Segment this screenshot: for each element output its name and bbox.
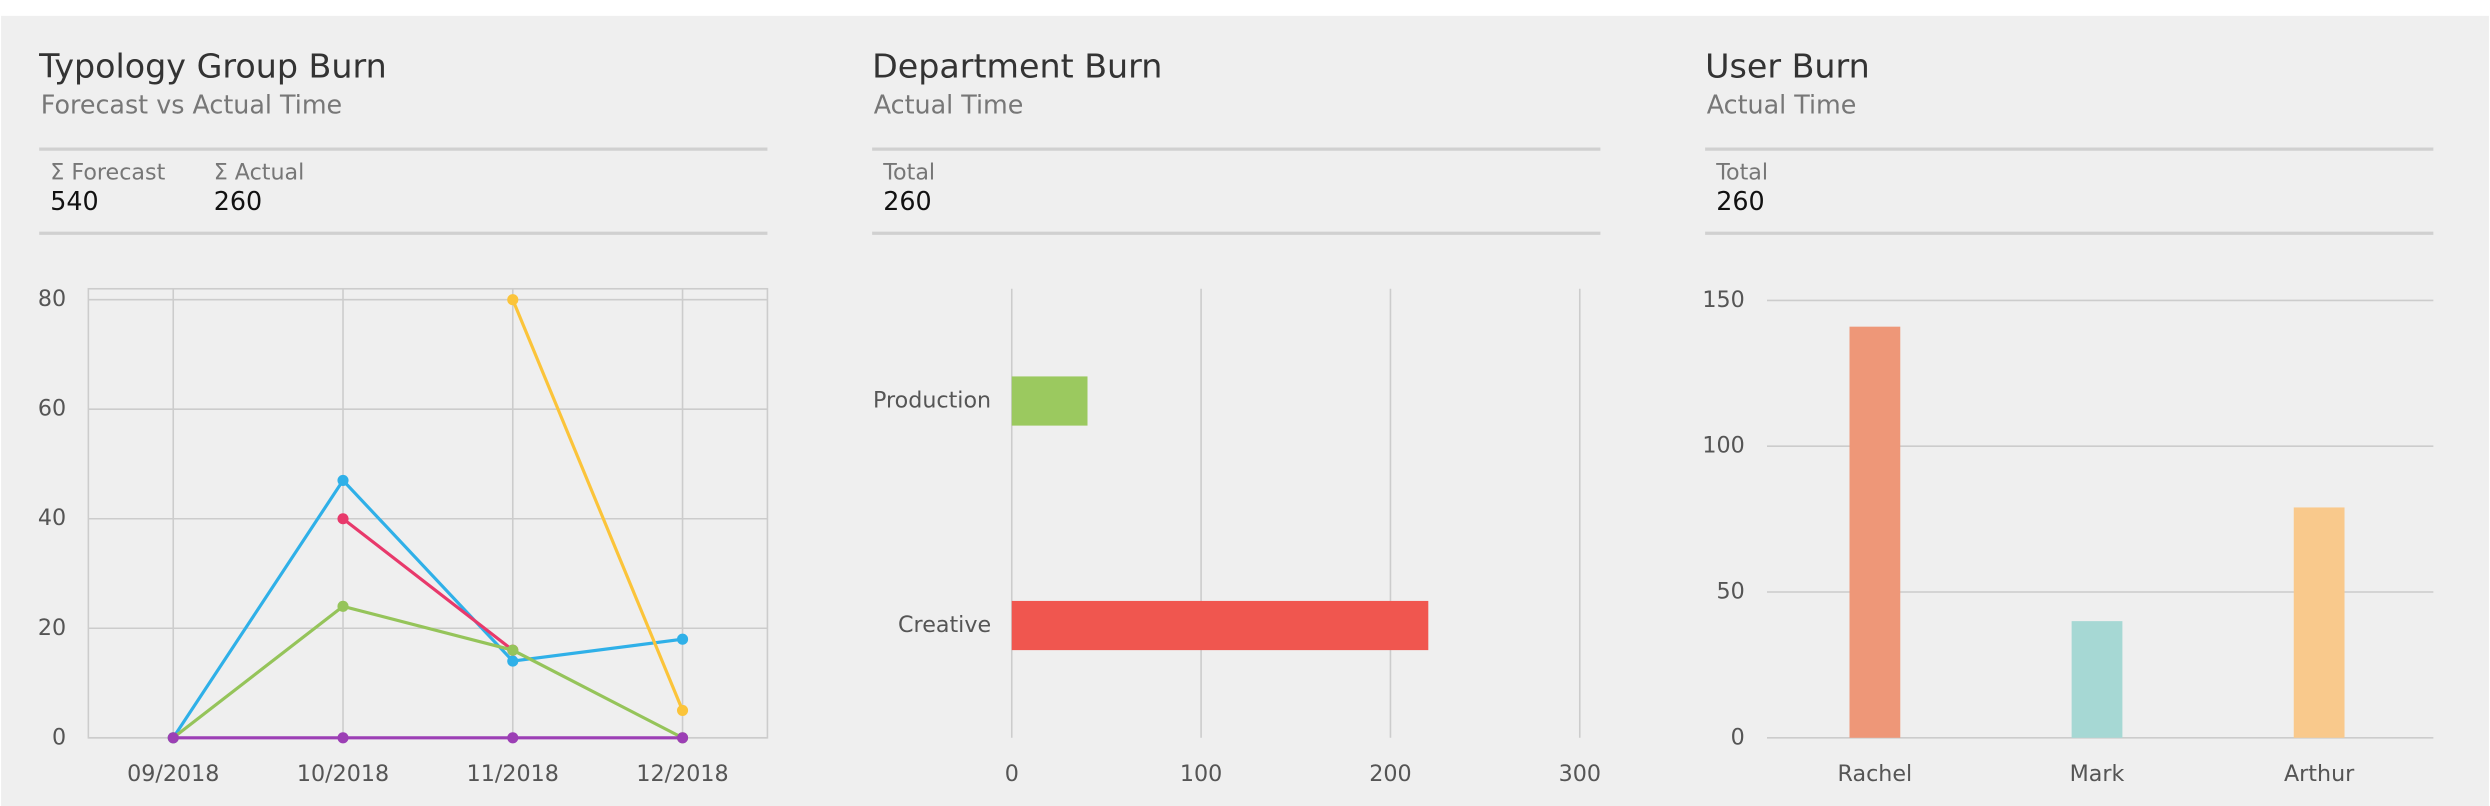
data-point — [676, 633, 689, 645]
y-tick-label: Creative — [898, 612, 991, 638]
x-tick-label: 100 — [1180, 761, 1222, 787]
x-tick-label: 11/2018 — [467, 761, 559, 787]
panel-title: Typology Group Burn — [38, 47, 387, 86]
panel-subtitle: Actual Time — [874, 89, 1024, 119]
panel-title: User Burn — [1705, 47, 1870, 86]
data-point — [337, 600, 349, 612]
data-point — [507, 644, 519, 656]
x-tick-label: Mark — [2070, 761, 2125, 787]
series-line — [342, 517, 514, 652]
y-tick-label: 50 — [1717, 578, 1745, 604]
x-tick-label: Arthur — [2284, 761, 2355, 787]
data-point — [337, 513, 349, 525]
x-tick-label: 12/2018 — [636, 761, 728, 787]
x-tick-label: 0 — [1005, 761, 1019, 787]
stat-label: Σ Forecast — [50, 159, 165, 185]
panel-subtitle: Actual Time — [1707, 89, 1857, 119]
bar — [2293, 507, 2345, 738]
stat-label: Total — [882, 159, 935, 185]
series-line — [511, 299, 685, 712]
data-point — [167, 732, 179, 744]
stat-label: Total — [1715, 159, 1768, 185]
bar — [1011, 600, 1429, 651]
stat-value: 540 — [50, 186, 98, 216]
y-tick-label: 150 — [1702, 287, 1744, 313]
series-line — [171, 477, 683, 739]
panel-title: Department Burn — [872, 47, 1162, 86]
x-tick-label: Rachel — [1838, 761, 1913, 787]
y-tick-label: Production — [873, 388, 991, 414]
data-point — [676, 732, 689, 744]
y-tick-label: 80 — [38, 286, 66, 312]
x-tick-label: 300 — [1559, 761, 1601, 787]
data-point — [337, 474, 349, 486]
stat-label: Σ Actual — [214, 159, 305, 185]
x-tick-label: 10/2018 — [297, 761, 389, 787]
data-point — [507, 732, 519, 744]
data-point — [507, 294, 519, 306]
y-tick-label: 40 — [38, 505, 66, 531]
y-tick-label: 20 — [38, 615, 66, 641]
stat-value: 260 — [883, 186, 931, 216]
y-tick-label: 0 — [1731, 724, 1745, 750]
x-tick-label: 09/2018 — [127, 761, 219, 787]
stat-value: 260 — [1716, 186, 1764, 216]
y-tick-label: 60 — [38, 396, 66, 422]
series-line — [172, 604, 684, 740]
bar — [2071, 621, 2123, 738]
x-tick-label: 200 — [1369, 761, 1411, 787]
y-tick-label: 0 — [52, 724, 66, 750]
stat-value: 260 — [214, 186, 262, 216]
panel-subtitle: Forecast vs Actual Time — [41, 89, 342, 119]
bar — [1011, 376, 1088, 426]
data-point — [676, 704, 689, 716]
data-point — [337, 732, 349, 744]
bar — [1849, 326, 1901, 738]
data-point — [507, 655, 519, 667]
y-tick-label: 100 — [1702, 433, 1744, 459]
